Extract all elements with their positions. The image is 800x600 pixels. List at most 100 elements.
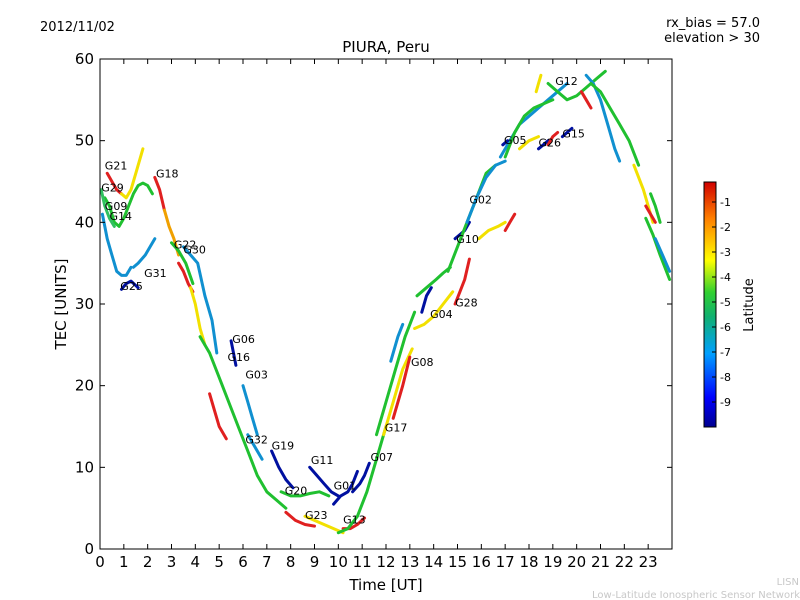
y-tick-label: 20 [75, 377, 94, 395]
x-axis-label: Time [UT] [348, 576, 422, 594]
series-g17-27 [375, 310, 417, 437]
rx-bias-label: rx_bias = 57.0 [666, 16, 760, 31]
series-g11-19 [308, 465, 340, 498]
x-tick-label: 8 [286, 553, 296, 571]
x-tick-label: 3 [167, 553, 177, 571]
satellite-label-g21: G21 [105, 159, 128, 172]
footer-lisn: LISN [777, 577, 799, 588]
satellite-label-g08: G08 [411, 356, 434, 369]
satellite-label-g03: G03 [245, 368, 268, 381]
x-tick-label: 13 [400, 553, 419, 571]
series-g03-15 [241, 384, 259, 437]
series-g25-5 [120, 279, 140, 291]
date-label: 2012/11/02 [40, 20, 115, 35]
x-tick-label: 12 [376, 553, 395, 571]
satellite-label-g31: G31 [144, 267, 167, 280]
x-tick-label: 11 [353, 553, 372, 571]
series-g19-17 [270, 449, 295, 490]
colorbar-tick-label: -3 [720, 246, 731, 259]
series-g07b-26 [336, 425, 388, 535]
x-tick-label: 5 [214, 553, 224, 571]
colorbar-tick-label: -4 [720, 271, 731, 284]
series-g15-45 [560, 126, 574, 139]
y-axis: 0 10 20 30 40 50 60 [75, 50, 672, 558]
satellite-label-g13: G13 [343, 514, 366, 527]
series-layer [100, 69, 672, 535]
series-g28b-34 [453, 257, 471, 306]
series-g05c-42 [503, 98, 555, 159]
x-tick-label: 19 [543, 553, 562, 571]
series-g10b-36 [446, 163, 498, 273]
x-tick-label: 16 [472, 553, 491, 571]
series-g18-7 [153, 175, 166, 212]
colorbar-tick-label: -2 [720, 221, 731, 234]
series-g14-4 [100, 188, 116, 228]
series-g12j-56 [649, 192, 662, 224]
colorbar-tick-label: -5 [720, 296, 731, 309]
colorbar-tick-label: -7 [720, 346, 731, 359]
series-g02-37 [465, 159, 507, 224]
satellite-label-g28: G28 [455, 296, 478, 309]
series-g16-14 [198, 335, 288, 510]
series-g12g-53 [644, 204, 657, 224]
series-g12i-55 [653, 237, 672, 273]
colorbar-tick-label: -6 [720, 321, 731, 334]
series-g30b-12 [189, 286, 207, 347]
satellite-label-g14: G14 [110, 210, 133, 223]
series-g04-30 [420, 286, 433, 314]
series-g12d-50 [584, 73, 622, 163]
y-tick-label: 50 [75, 132, 94, 150]
series-g01-21 [332, 469, 359, 506]
series-g04c-32 [415, 265, 452, 298]
satellite-label-g22: G22 [174, 239, 197, 252]
series-g12e-51 [589, 82, 641, 167]
x-tick-label: 2 [143, 553, 153, 571]
satellite-label-g02: G02 [469, 194, 492, 207]
series-g19b-18 [246, 433, 264, 461]
series-g07-25 [351, 461, 371, 494]
series-g12c-49 [579, 90, 593, 110]
series-g08-28 [382, 347, 414, 437]
satellite-label-g06: G06 [232, 333, 255, 346]
footer-network: Low-Latitude Ionospheric Sensor Network [592, 590, 800, 600]
satellite-label-g32: G32 [245, 434, 268, 447]
series-g26-43 [537, 139, 550, 151]
x-tick-label: 1 [119, 553, 129, 571]
y-tick-label: 40 [75, 213, 94, 231]
satellite-label-g25: G25 [120, 280, 143, 293]
satellite-label-g10: G10 [456, 233, 479, 246]
x-tick-label: 10 [329, 553, 348, 571]
series-g26b-44 [518, 135, 540, 151]
series-g30-10 [181, 245, 219, 355]
satellite-label-g09: G09 [105, 200, 128, 213]
series-g32-16 [208, 392, 228, 441]
series-g29-2 [103, 181, 154, 228]
series-g21-1 [120, 147, 145, 200]
x-tick-label: 21 [591, 553, 610, 571]
x-tick-label: 4 [191, 553, 201, 571]
satellite-label-g17: G17 [385, 421, 408, 434]
series-g23-22 [284, 510, 316, 528]
satellite-label-g05: G05 [504, 134, 527, 147]
colorbar-label: Latitude [742, 278, 757, 332]
satellite-label-g29: G29 [101, 181, 124, 194]
x-tick-label: 23 [639, 553, 658, 571]
series-g21-0 [105, 171, 123, 196]
satellite-label-g04: G04 [430, 308, 453, 321]
series-g12b-48 [546, 69, 607, 102]
series-g02b-38 [477, 220, 507, 241]
colorbar-tick-label: -1 [720, 196, 731, 209]
series-g23b-23 [303, 514, 345, 535]
x-tick-label: 9 [310, 553, 320, 571]
y-tick-label: 60 [75, 50, 94, 68]
x-tick-label: 22 [615, 553, 634, 571]
series-g12h-54 [644, 216, 672, 281]
x-tick-label: 0 [95, 553, 105, 571]
x-axis: 0 1 2 3 4 5 6 7 8 9 10 11 12 13 14 15 16 17 18 19 20 21 22 23 [95, 59, 658, 571]
chart-title: PIURA, Peru [342, 38, 429, 56]
series-g02c-39 [503, 212, 517, 232]
x-tick-label: 14 [424, 553, 443, 571]
satellite-label-g30: G30 [183, 243, 206, 256]
